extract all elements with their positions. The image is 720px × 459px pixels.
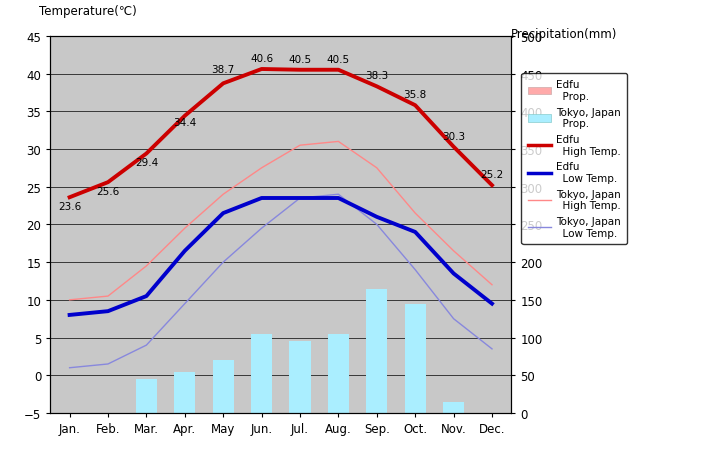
Bar: [289, 341, 310, 413]
Bar: [174, 372, 195, 413]
Text: Temperature(℃): Temperature(℃): [39, 5, 137, 18]
Text: 38.7: 38.7: [212, 65, 235, 75]
Text: 38.3: 38.3: [365, 71, 388, 81]
Bar: [136, 379, 157, 413]
Bar: [366, 289, 387, 413]
Text: Precipitation(mm): Precipitation(mm): [511, 28, 618, 40]
Text: 40.5: 40.5: [289, 55, 312, 65]
Text: 34.4: 34.4: [174, 118, 197, 128]
Text: 40.6: 40.6: [250, 54, 273, 64]
Bar: [59, 413, 80, 447]
Bar: [328, 334, 349, 413]
Text: 40.5: 40.5: [327, 55, 350, 65]
Legend: Edfu
  Prop., Tokyo, Japan
  Prop., Edfu
  High Temp., Edfu
  Low Temp., Tokyo, : Edfu Prop., Tokyo, Japan Prop., Edfu Hig…: [521, 74, 627, 245]
Bar: [251, 334, 272, 413]
Bar: [405, 304, 426, 413]
Bar: [482, 413, 503, 447]
Text: 23.6: 23.6: [58, 202, 81, 211]
Text: 30.3: 30.3: [442, 131, 465, 141]
Bar: [212, 360, 234, 413]
Text: 25.6: 25.6: [96, 186, 120, 196]
Text: 29.4: 29.4: [135, 158, 158, 168]
Bar: [443, 402, 464, 413]
Text: 25.2: 25.2: [480, 170, 503, 180]
Text: 35.8: 35.8: [404, 90, 427, 100]
Bar: [97, 413, 119, 443]
